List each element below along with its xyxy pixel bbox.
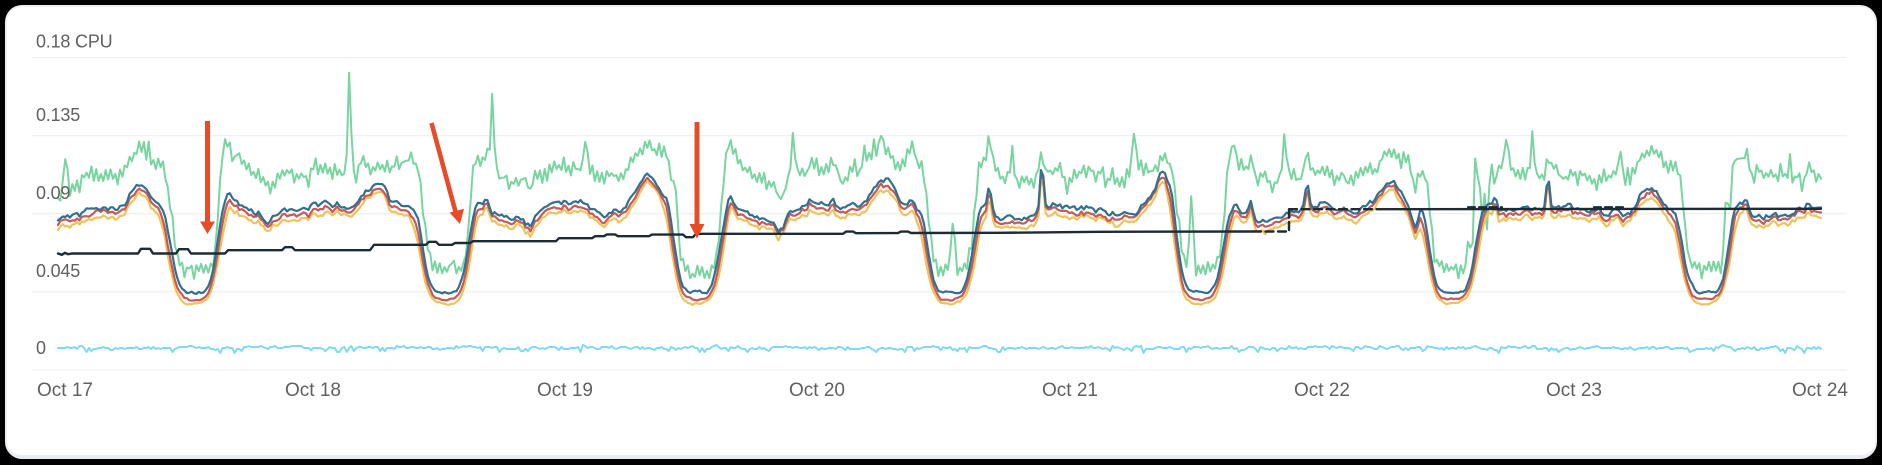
svg-text:Oct 18: Oct 18 (285, 380, 341, 401)
svg-text:Oct 19: Oct 19 (537, 380, 593, 401)
svg-text:0: 0 (36, 338, 46, 358)
svg-text:0.135: 0.135 (36, 105, 80, 125)
svg-text:Oct 21: Oct 21 (1042, 380, 1098, 401)
svg-text:Oct 24: Oct 24 (1792, 380, 1848, 401)
svg-text:Oct 23: Oct 23 (1546, 380, 1602, 401)
svg-text:Oct 22: Oct 22 (1294, 380, 1350, 401)
svg-text:0.09: 0.09 (36, 183, 70, 203)
svg-text:0.045: 0.045 (36, 261, 80, 281)
svg-text:Oct 20: Oct 20 (789, 380, 845, 401)
svg-text:Oct 17: Oct 17 (37, 380, 93, 401)
svg-text:0.18 CPU: 0.18 CPU (36, 32, 112, 52)
